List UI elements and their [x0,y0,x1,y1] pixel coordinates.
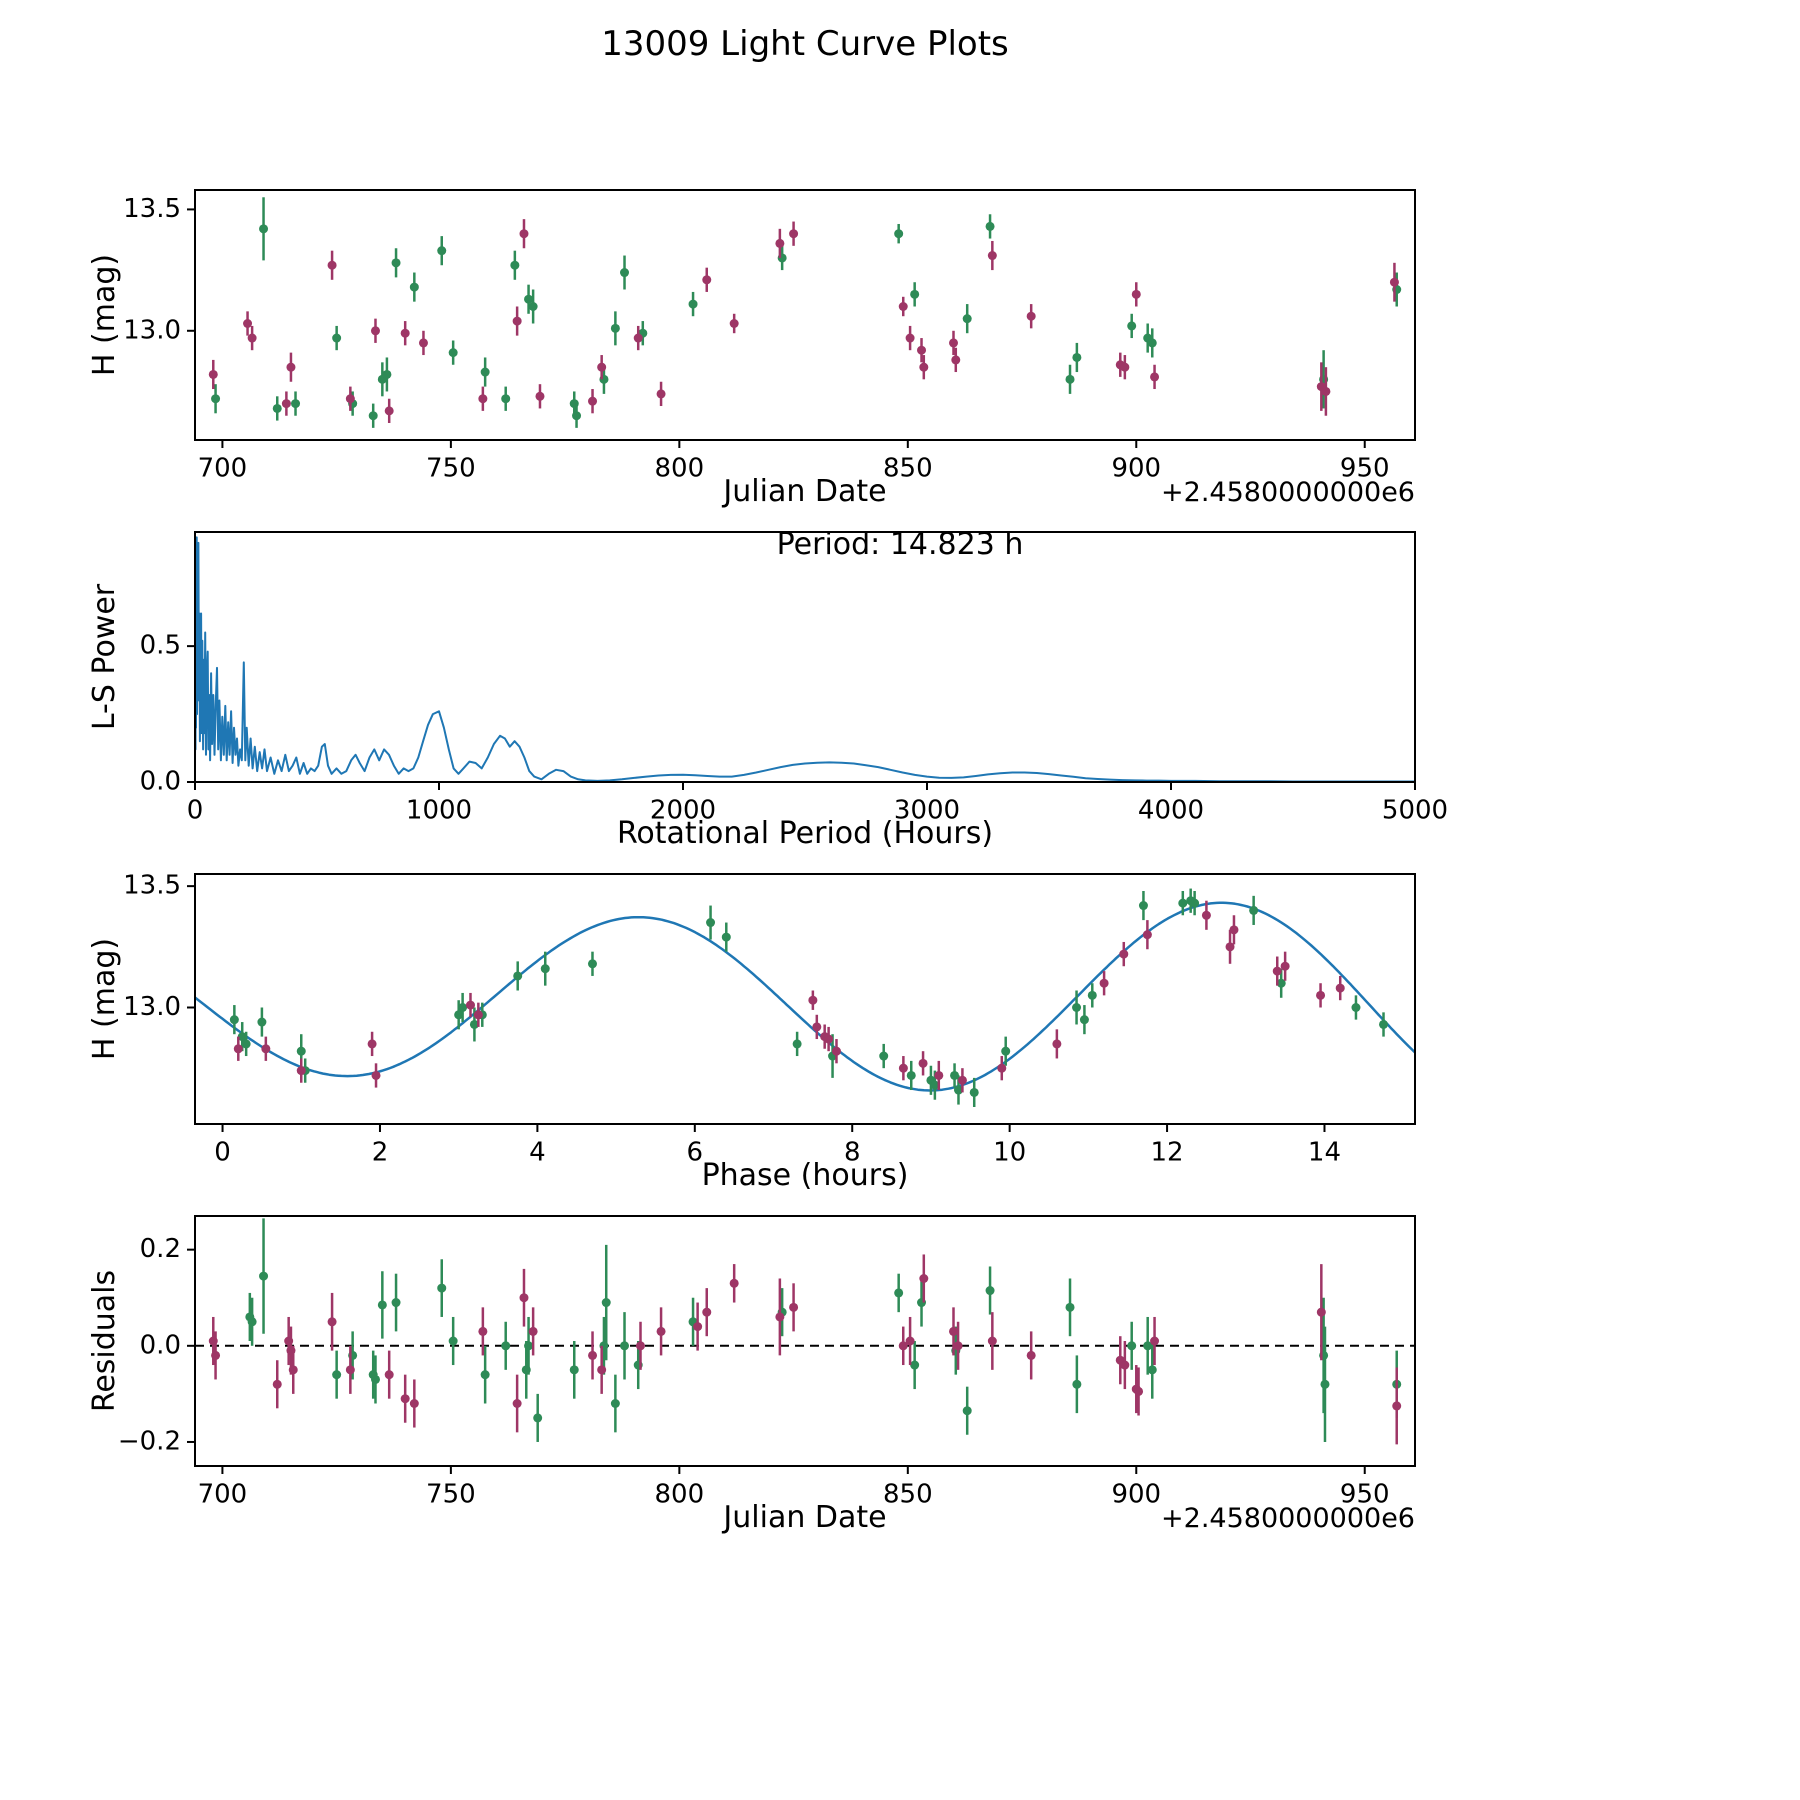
svg-text:750: 750 [426,453,476,483]
svg-text:1000: 1000 [406,795,472,825]
svg-text:4: 4 [529,1137,546,1167]
svg-text:850: 850 [883,1479,933,1509]
lightcurve-axis-offset: +2.4580000000e6 [1161,477,1415,508]
svg-text:13.0: 13.0 [123,315,181,345]
svg-text:5000: 5000 [1382,795,1448,825]
panel-lightcurve: H (mag) 700 750 800 850 900 950 13.0 13.5 Julia… [0,180,1800,520]
periodogram-xlabel: Rotational Period (Hours) [616,816,994,851]
svg-text:0.2: 0.2 [140,1234,181,1264]
svg-text:0.0: 0.0 [140,1330,181,1360]
svg-text:4000: 4000 [1138,795,1204,825]
svg-text:3000: 3000 [894,795,960,825]
figure-title: 13009 Light Curve Plots [601,24,1009,64]
svg-text:950: 950 [1340,1479,1390,1509]
svg-text:900: 900 [1111,453,1161,483]
svg-text:2: 2 [372,1137,389,1167]
panel-phase: H (mag) 0 2 4 6 8 10 12 14 13.0 13.5 Phase (hours… [0,864,1800,1204]
svg-text:13.5: 13.5 [123,194,181,224]
lightcurve-xlabel: Julian Date [723,474,887,509]
svg-text:800: 800 [655,1479,705,1509]
svg-text:6: 6 [687,1137,704,1167]
svg-text:8: 8 [844,1137,861,1167]
svg-text:950: 950 [1340,453,1390,483]
svg-text:10: 10 [993,1137,1026,1167]
svg-text:0: 0 [187,795,204,825]
lightcurve-plot: 700 750 800 850 900 950 13.0 13.5 [123,189,1416,483]
svg-text:14: 14 [1308,1137,1341,1167]
svg-text:900: 900 [1111,1479,1161,1509]
svg-text:0.5: 0.5 [140,631,181,661]
svg-text:850: 850 [883,453,933,483]
panel-residuals: Residuals 700 750 800 850 900 950 −0.2 0.0 0.2 J… [0,1206,1800,1546]
phase-plot: 0 2 4 6 8 10 12 14 13.0 13.5 [123,871,1416,1167]
best-period-annotation: Period: 14.823 h [776,527,1024,562]
svg-text:2000: 2000 [650,795,716,825]
residuals-axis-offset: +2.4580000000e6 [1161,1503,1415,1534]
svg-text:13.0: 13.0 [123,992,181,1022]
phase-xlabel: Phase (hours) [701,1158,909,1193]
svg-text:800: 800 [655,453,705,483]
residuals-xlabel: Julian Date [723,1500,887,1535]
svg-text:700: 700 [198,453,248,483]
svg-text:0: 0 [214,1137,231,1167]
periodogram-plot: 0 1000 2000 3000 4000 5000 0.0 0.5 [140,531,1448,825]
svg-text:−0.2: −0.2 [118,1426,181,1456]
svg-text:750: 750 [426,1479,476,1509]
panel-periodogram: L-S Power Period: 14.823 h 0 1000 2000 3000… [0,522,1800,862]
svg-text:13.5: 13.5 [123,871,181,901]
svg-text:12: 12 [1151,1137,1184,1167]
svg-text:700: 700 [198,1479,248,1509]
residuals-plot: 700 750 800 850 900 950 −0.2 0.0 0.2 [118,1215,1416,1509]
svg-text:0.0: 0.0 [140,767,181,797]
